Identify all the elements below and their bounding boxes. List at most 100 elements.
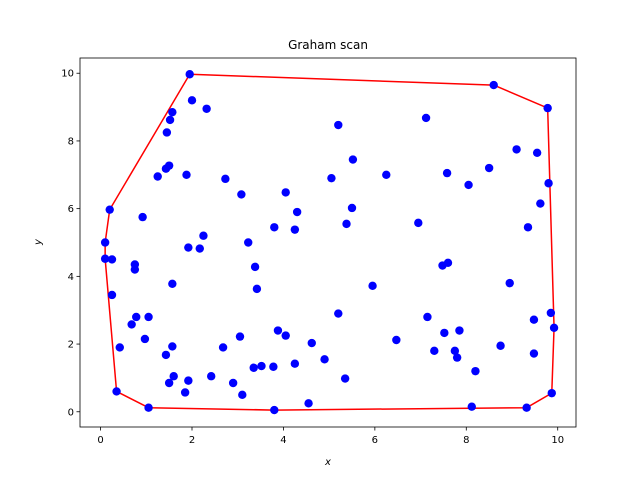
data-point [257,361,266,371]
y-tick-label: 0 [68,407,74,418]
data-point [549,323,559,333]
chart-title: Graham scan [288,38,368,52]
data-point [127,320,136,329]
data-point [368,281,377,291]
data-point [100,254,110,263]
x-tick-label: 10 [551,435,564,446]
data-point [100,238,110,247]
data-point [334,309,343,318]
data-point [442,168,452,178]
data-point [290,359,300,368]
y-tick-label: 4 [68,272,74,283]
data-point [347,203,357,213]
data-point [168,342,177,351]
data-point [105,205,114,214]
data-point [327,173,336,183]
data-point [467,402,476,411]
y-tick-label: 10 [61,69,74,80]
data-point [546,308,556,318]
y-tick-label: 2 [68,340,74,351]
data-point [489,80,498,90]
data-point [496,341,505,350]
data-point [161,350,171,360]
data-point [450,346,460,356]
data-point [512,145,521,154]
data-point [107,290,117,300]
data-point [529,349,539,358]
data-point [281,188,290,197]
data-point [184,376,193,385]
data-point [290,225,300,234]
y-tick-label: 6 [68,204,74,215]
data-point [484,163,494,173]
data-point [543,103,552,113]
data-point [421,113,431,123]
data-point [164,378,174,388]
data-point [168,107,177,117]
data-point [464,180,473,190]
data-point [270,405,279,415]
data-point [392,335,401,345]
data-point [532,148,542,157]
data-point [348,155,358,164]
data-point [414,218,423,228]
data-point [207,372,216,381]
data-point [153,172,162,181]
data-point [202,104,211,113]
data-point [162,128,172,137]
data-point [430,346,439,356]
data-point [144,312,153,322]
data-point [221,174,230,184]
x-tick-label: 2 [189,435,195,446]
data-point [273,326,283,335]
data-point [165,115,175,125]
y-axis: 0 2 4 6 8 10 [61,69,80,418]
data-point [115,343,124,352]
data-point [382,170,391,179]
data-point [292,207,302,217]
data-point [238,390,247,400]
data-point [443,258,453,268]
data-point [140,334,150,344]
data-point [199,231,208,240]
data-point [544,179,553,188]
data-point [180,388,190,397]
y-axis-label: y [33,238,44,246]
x-tick-label: 4 [280,435,286,446]
data-point [536,199,545,208]
data-point [184,243,193,252]
data-point [161,164,171,173]
x-tick-label: 0 [97,435,103,446]
data-point [144,403,153,412]
data-point [281,331,290,340]
data-point [455,326,464,335]
data-point [523,223,533,232]
x-axis-label: x [324,457,331,468]
data-point [320,355,329,364]
data-point [334,120,343,130]
data-point [440,328,449,338]
data-point [249,363,258,372]
data-point [522,403,531,412]
x-tick-label: 8 [463,435,469,446]
data-point [452,353,462,362]
data-point [307,338,316,348]
data-point [195,244,204,253]
plot-area [100,70,559,415]
y-tick-label: 8 [68,136,74,147]
data-point [185,70,194,79]
data-point [270,223,279,232]
data-point [235,332,245,341]
x-tick-label: 6 [372,435,378,446]
data-point [342,219,351,229]
data-point [132,312,141,322]
data-point [182,170,191,179]
data-point [269,362,278,371]
data-point [529,315,539,324]
data-point [505,278,514,288]
axes-frame [79,57,577,428]
data-point [107,255,117,264]
data-point [547,388,556,398]
